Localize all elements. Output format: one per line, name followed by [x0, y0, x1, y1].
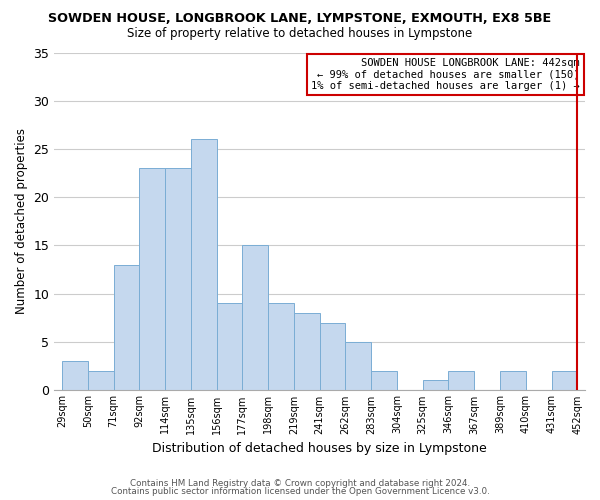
Bar: [448, 371, 474, 390]
Text: Size of property relative to detached houses in Lympstone: Size of property relative to detached ho…: [127, 28, 473, 40]
Bar: [113, 264, 139, 390]
Bar: [191, 140, 217, 390]
Bar: [62, 361, 88, 390]
Bar: [551, 371, 577, 390]
Text: SOWDEN HOUSE, LONGBROOK LANE, LYMPSTONE, EXMOUTH, EX8 5BE: SOWDEN HOUSE, LONGBROOK LANE, LYMPSTONE,…: [49, 12, 551, 26]
Bar: [268, 304, 294, 390]
Bar: [320, 322, 346, 390]
Bar: [217, 304, 242, 390]
Bar: [371, 371, 397, 390]
Text: Contains HM Land Registry data © Crown copyright and database right 2024.: Contains HM Land Registry data © Crown c…: [130, 478, 470, 488]
Bar: [500, 371, 526, 390]
Text: Contains public sector information licensed under the Open Government Licence v3: Contains public sector information licen…: [110, 487, 490, 496]
Bar: [242, 246, 268, 390]
Bar: [294, 313, 320, 390]
Y-axis label: Number of detached properties: Number of detached properties: [15, 128, 28, 314]
X-axis label: Distribution of detached houses by size in Lympstone: Distribution of detached houses by size …: [152, 442, 487, 455]
Bar: [88, 371, 113, 390]
Bar: [346, 342, 371, 390]
Text: SOWDEN HOUSE LONGBROOK LANE: 442sqm
← 99% of detached houses are smaller (150)
1: SOWDEN HOUSE LONGBROOK LANE: 442sqm ← 99…: [311, 58, 580, 92]
Bar: [422, 380, 448, 390]
Bar: [139, 168, 165, 390]
Bar: [165, 168, 191, 390]
